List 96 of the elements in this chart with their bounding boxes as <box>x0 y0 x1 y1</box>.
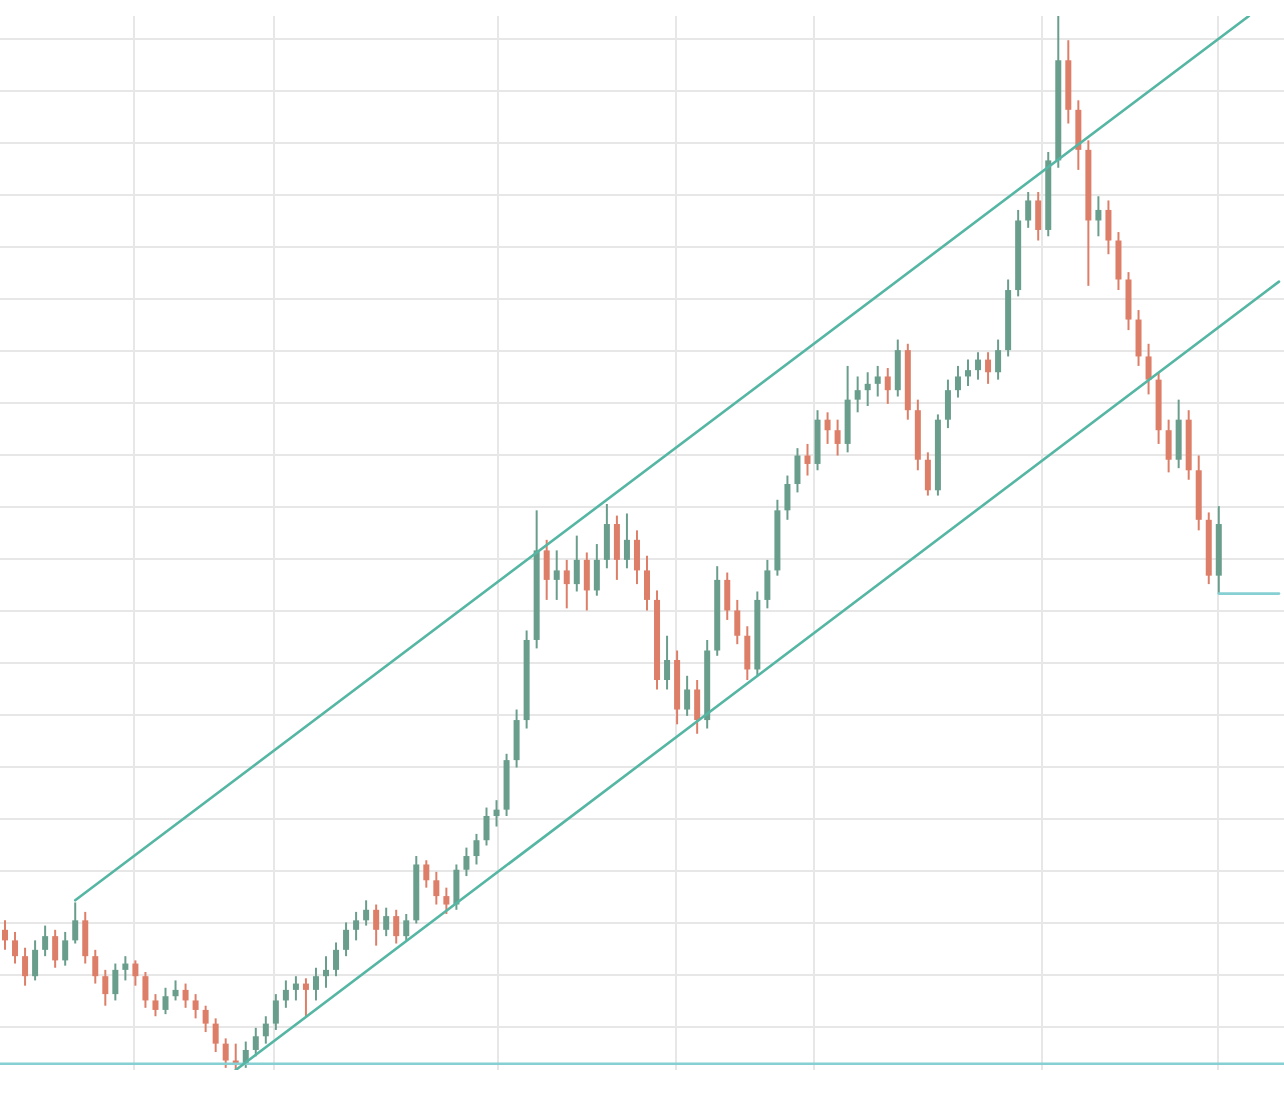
candlestick <box>563 558 570 610</box>
candlestick <box>894 338 901 398</box>
candlestick <box>824 411 831 445</box>
candlestick <box>92 948 99 985</box>
candlestick <box>784 474 791 521</box>
candlestick <box>944 378 951 430</box>
candlestick <box>292 975 299 1002</box>
candlestick <box>333 941 340 978</box>
candlestick <box>724 571 731 621</box>
candlestick <box>32 939 39 982</box>
candlestick <box>583 551 590 612</box>
candlestick <box>513 708 520 769</box>
candlestick <box>363 899 370 927</box>
candlestick <box>202 1004 209 1034</box>
candlestick <box>132 959 139 987</box>
candlestick <box>42 924 49 958</box>
candlestick <box>593 543 600 597</box>
candlestick <box>282 979 289 1009</box>
candlestick <box>192 993 199 1020</box>
candlestick <box>343 921 350 958</box>
candlestick <box>172 979 179 1002</box>
candlestick <box>985 351 992 385</box>
candlestick <box>52 928 59 969</box>
candlestick <box>543 538 550 601</box>
candlestick <box>884 367 891 405</box>
candlestick <box>1145 342 1152 396</box>
candlestick <box>995 338 1002 381</box>
candlestick <box>182 982 189 1009</box>
candlestick <box>102 968 109 1007</box>
candlestick <box>975 351 982 381</box>
candlestick <box>483 806 490 847</box>
candlestick <box>1025 191 1032 229</box>
candlestick <box>664 634 671 691</box>
candlestick <box>794 447 801 494</box>
candlestick <box>112 962 119 1002</box>
candlestick <box>463 846 470 878</box>
candlestick <box>864 371 871 407</box>
candlestick <box>312 966 319 1002</box>
candlestick <box>252 1026 259 1058</box>
candlestick <box>1035 191 1042 242</box>
candlestick <box>353 910 360 942</box>
candlestick <box>393 908 400 945</box>
candlestick <box>453 863 460 911</box>
candlestick <box>633 529 640 586</box>
candlestick <box>383 906 390 938</box>
candlestick <box>844 364 851 454</box>
candlestick <box>834 418 841 457</box>
candlestick <box>1105 199 1112 256</box>
candlestick <box>423 859 430 889</box>
candlestick <box>1095 195 1102 238</box>
candlestick <box>804 442 811 477</box>
candlestick <box>373 903 380 947</box>
candlestick <box>573 534 580 593</box>
candlestick <box>1135 309 1142 367</box>
candlestick <box>72 901 79 945</box>
candlestick <box>222 1037 229 1069</box>
candlestick <box>62 930 69 967</box>
candlestick <box>603 503 610 570</box>
candlestick <box>1115 231 1122 292</box>
candlestick <box>473 832 480 866</box>
candlestick <box>323 955 329 989</box>
candlestick <box>965 358 971 387</box>
candlestick <box>443 886 450 916</box>
candlestick <box>954 364 961 399</box>
candlestick <box>623 512 630 570</box>
candlestick <box>302 977 309 1018</box>
candlestick <box>82 910 89 965</box>
candlestick <box>1175 398 1182 470</box>
candlestick <box>644 554 650 612</box>
candlestick <box>122 955 129 982</box>
candlestick <box>744 625 751 682</box>
candlestick <box>854 375 861 414</box>
candlestick <box>433 870 440 906</box>
candlestick <box>12 930 19 965</box>
candlestick <box>1165 418 1172 474</box>
candlestick <box>684 674 691 717</box>
candlestick <box>212 1017 219 1054</box>
candlestick <box>493 799 500 828</box>
candlestick <box>262 1015 269 1045</box>
candlestick <box>1125 271 1132 332</box>
candlestick <box>814 409 821 472</box>
candlestick <box>613 514 620 581</box>
candlestick <box>1075 99 1082 171</box>
candlestick <box>924 451 931 497</box>
candlestick <box>2 919 8 951</box>
candlestick <box>162 986 169 1016</box>
candlestick <box>764 558 771 610</box>
candlestick <box>272 993 279 1031</box>
candlestick <box>874 364 881 398</box>
candlestick <box>142 970 149 1009</box>
candlestick <box>734 598 741 646</box>
candlestick <box>403 913 410 942</box>
candlestick <box>694 679 701 735</box>
candlestick <box>22 946 29 987</box>
candlestick <box>152 993 159 1018</box>
candlestick <box>553 549 560 601</box>
